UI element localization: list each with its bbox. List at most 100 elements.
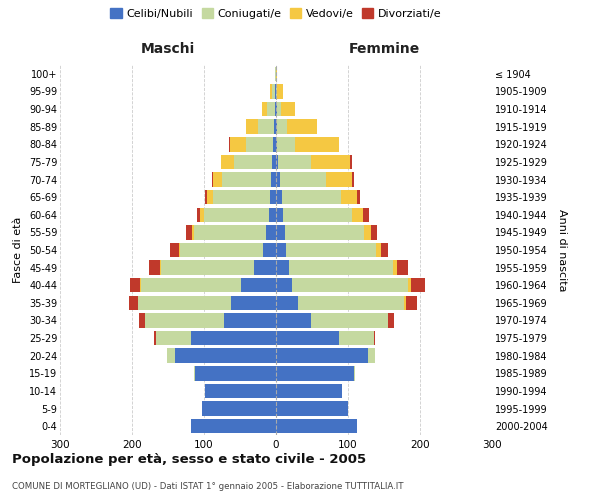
Bar: [232, 296, 276, 310]
Bar: [284, 225, 364, 240]
Bar: [200, 208, 204, 222]
Bar: [276, 384, 342, 398]
Bar: [374, 331, 376, 345]
Bar: [276, 348, 368, 363]
Bar: [298, 296, 404, 310]
Bar: [364, 225, 371, 240]
Bar: [258, 120, 274, 134]
Bar: [192, 225, 194, 240]
Bar: [224, 314, 276, 328]
Bar: [275, 84, 276, 98]
Bar: [271, 172, 276, 186]
Bar: [269, 208, 276, 222]
Bar: [196, 366, 276, 380]
Bar: [254, 260, 276, 275]
Bar: [145, 314, 224, 328]
Bar: [207, 190, 212, 204]
Bar: [280, 172, 326, 186]
Bar: [246, 137, 273, 152]
Bar: [191, 331, 276, 345]
Bar: [202, 402, 276, 416]
Bar: [276, 278, 292, 292]
Bar: [140, 278, 241, 292]
Bar: [277, 84, 283, 98]
Bar: [157, 331, 191, 345]
Bar: [341, 190, 356, 204]
Bar: [241, 278, 276, 292]
Bar: [276, 331, 340, 345]
Bar: [295, 137, 338, 152]
Bar: [397, 260, 409, 275]
Text: Maschi: Maschi: [141, 42, 195, 56]
Bar: [326, 172, 352, 186]
Bar: [276, 154, 278, 169]
Bar: [277, 102, 281, 117]
Bar: [276, 102, 277, 117]
Y-axis label: Anni di nascita: Anni di nascita: [557, 209, 567, 291]
Bar: [287, 120, 317, 134]
Bar: [263, 243, 276, 257]
Bar: [352, 172, 354, 186]
Bar: [179, 243, 180, 257]
Bar: [154, 331, 157, 345]
Bar: [276, 208, 283, 222]
Bar: [205, 190, 207, 204]
Bar: [186, 225, 192, 240]
Bar: [191, 419, 276, 434]
Bar: [276, 419, 356, 434]
Bar: [311, 314, 388, 328]
Bar: [139, 314, 145, 328]
Bar: [282, 190, 341, 204]
Bar: [194, 225, 266, 240]
Bar: [381, 243, 388, 257]
Bar: [276, 120, 277, 134]
Text: COMUNE DI MORTEGLIANO (UD) - Dati ISTAT 1° gennaio 2005 - Elaborazione TUTTITALI: COMUNE DI MORTEGLIANO (UD) - Dati ISTAT …: [12, 482, 404, 491]
Bar: [410, 278, 425, 292]
Bar: [340, 331, 374, 345]
Bar: [276, 137, 277, 152]
Bar: [286, 243, 376, 257]
Bar: [160, 260, 161, 275]
Bar: [180, 243, 263, 257]
Bar: [161, 260, 254, 275]
Bar: [283, 208, 352, 222]
Bar: [276, 225, 284, 240]
Bar: [289, 260, 394, 275]
Bar: [275, 66, 276, 81]
Bar: [276, 243, 286, 257]
Bar: [276, 314, 311, 328]
Bar: [129, 296, 138, 310]
Text: Femmine: Femmine: [349, 42, 419, 56]
Bar: [394, 260, 397, 275]
Bar: [205, 384, 276, 398]
Bar: [278, 154, 311, 169]
Bar: [404, 296, 406, 310]
Bar: [130, 278, 140, 292]
Bar: [277, 137, 295, 152]
Bar: [356, 190, 360, 204]
Bar: [388, 314, 394, 328]
Bar: [266, 225, 276, 240]
Bar: [276, 84, 277, 98]
Bar: [292, 278, 409, 292]
Bar: [354, 366, 355, 380]
Bar: [212, 190, 270, 204]
Bar: [368, 348, 376, 363]
Bar: [352, 208, 363, 222]
Bar: [272, 84, 275, 98]
Bar: [262, 102, 268, 117]
Bar: [270, 190, 276, 204]
Bar: [272, 154, 276, 169]
Bar: [230, 137, 246, 152]
Bar: [138, 296, 232, 310]
Bar: [276, 66, 277, 81]
Bar: [204, 208, 269, 222]
Bar: [273, 137, 276, 152]
Bar: [234, 154, 272, 169]
Bar: [214, 172, 222, 186]
Bar: [276, 366, 354, 380]
Bar: [276, 402, 348, 416]
Bar: [281, 102, 295, 117]
Bar: [222, 172, 271, 186]
Bar: [276, 260, 289, 275]
